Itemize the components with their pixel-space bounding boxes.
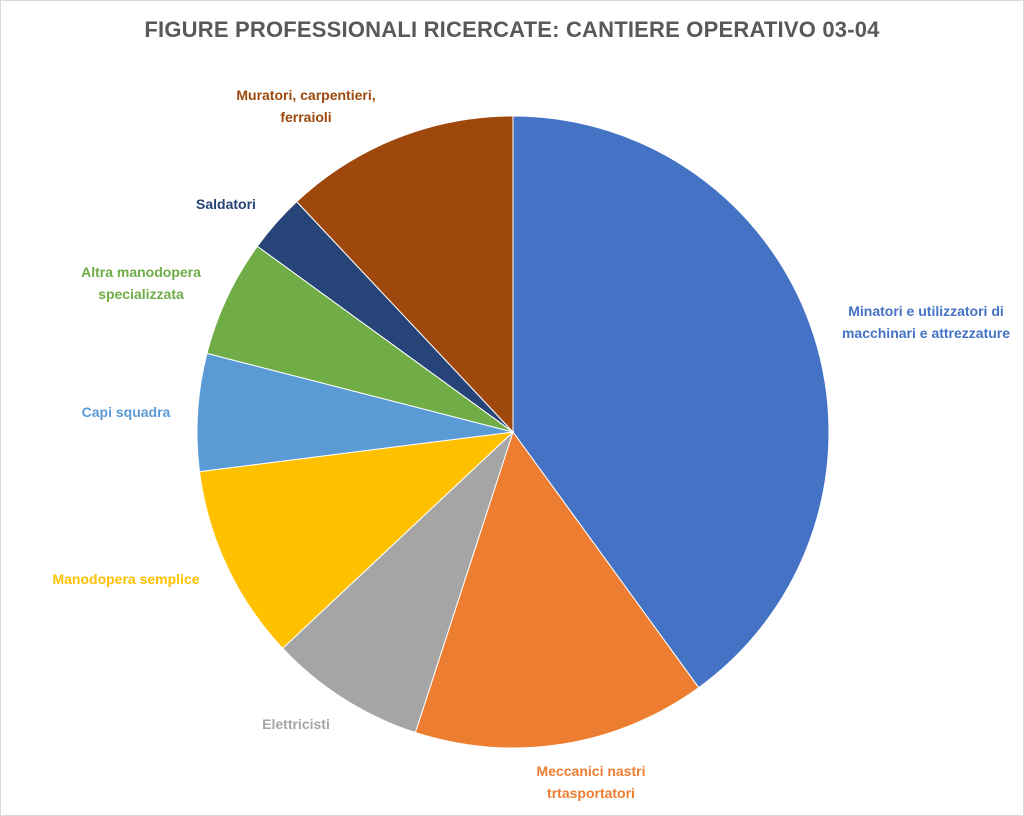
pie-slice-7 [295, 115, 514, 434]
pie-slice-3 [198, 431, 515, 650]
slice-label-elettricisti: Elettricisti [262, 716, 330, 732]
chart-title: FIGURE PROFESSIONALI RICERCATE: CANTIERE… [144, 17, 880, 42]
slice-label-saldatori: Saldatori [196, 196, 256, 212]
slice-label-altra-manodopera: Altra manodopera specializzata [81, 264, 201, 302]
pie-slice-4 [196, 352, 514, 473]
pie-slice-1 [414, 430, 700, 749]
slice-label-manodopera-semplice: Manodopera semplice [52, 571, 200, 587]
slice-label-muratori: Muratori, carpentieri, ferraioli [236, 87, 376, 125]
pie-slice-2 [281, 431, 514, 734]
pie-slice-0 [512, 115, 830, 689]
slice-label-minatori: Minatori e utilizzatori di macchinari e … [841, 303, 1011, 341]
slice-label-meccanici: Meccanici nastri trtasportatori [536, 763, 646, 801]
pie-slice-5 [206, 245, 514, 433]
slice-label-capi-squadra: Capi squadra [81, 404, 171, 420]
